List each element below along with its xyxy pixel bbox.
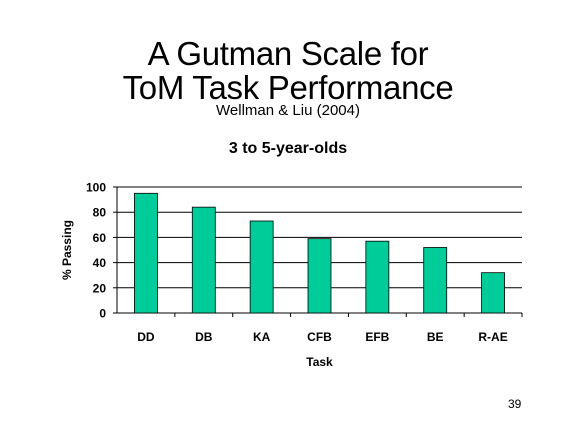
y-axis-title: % Passing [60,220,74,280]
slide-title-line-2: ToM Task Performance [122,69,454,106]
x-tick-label: R-AE [478,330,507,344]
bar-BE [423,247,448,314]
y-tick-label: 0 [99,307,106,321]
y-tick-label: 20 [93,281,107,295]
x-tick-label: EFB [365,330,389,344]
x-axis-title: Task [306,355,333,369]
bar-DD [134,192,158,314]
slide-subtitle: Wellman & Liu (2004) [216,102,360,119]
x-tick-label: DD [137,330,155,344]
slide-title-line-1: A Gutman Scale for [147,35,429,72]
page-number: 39 [508,397,522,411]
x-tick-label: BE [427,330,444,344]
x-tick-label: KA [253,330,271,344]
y-tick-label: 40 [93,256,107,270]
y-tick-label: 60 [93,231,107,245]
bar-CFB [307,238,332,314]
y-tick-label: 100 [86,181,106,195]
y-tick-label: 80 [93,206,107,220]
bar-DB [191,206,216,314]
x-tick-label: CFB [307,330,332,344]
bar-R-AE [481,272,505,314]
bar-KA [249,220,274,314]
chart-title: 3 to 5-year-olds [228,140,348,157]
x-tick-label: DB [195,330,213,344]
bar-EFB [365,240,390,314]
